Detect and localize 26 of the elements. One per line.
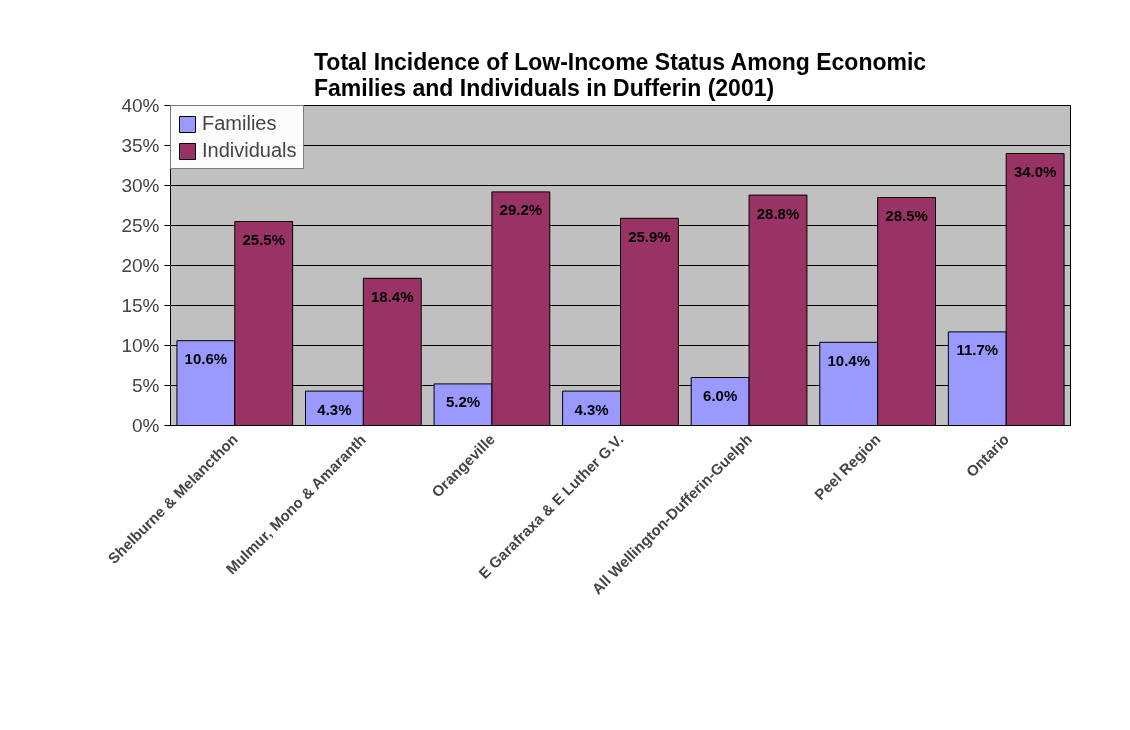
y-tick-label: 0% bbox=[132, 415, 160, 436]
y-tick-label: 40% bbox=[121, 95, 160, 116]
y-tick-label: 5% bbox=[132, 375, 160, 396]
legend-label: Families bbox=[202, 112, 277, 135]
y-tick-label: 25% bbox=[121, 215, 160, 236]
data-label: 29.2% bbox=[499, 201, 543, 219]
y-tick-label: 35% bbox=[121, 135, 160, 156]
data-label: 10.6% bbox=[184, 350, 228, 368]
data-label: 4.3% bbox=[574, 400, 609, 418]
legend-label: Individuals bbox=[202, 139, 297, 162]
data-label: 25.9% bbox=[628, 227, 671, 245]
y-tick-label: 30% bbox=[121, 175, 160, 196]
data-label: 34.0% bbox=[1013, 163, 1057, 180]
chart-title: Total Incidence of Low-Income Status Among Economic Families and Individuals in Dufferin (2001) bbox=[314, 48, 927, 101]
data-label: 25.5% bbox=[242, 231, 285, 248]
y-tick-label: 20% bbox=[121, 255, 160, 276]
data-label: 11.7% bbox=[956, 341, 999, 359]
y-tick-label: 10% bbox=[121, 335, 160, 356]
data-label: 10.4% bbox=[827, 351, 870, 369]
data-label: 18.4% bbox=[371, 287, 414, 305]
data-label: 5.2% bbox=[445, 393, 481, 411]
y-tick-label: 15% bbox=[121, 295, 160, 316]
data-label: 28.5% bbox=[885, 207, 928, 224]
data-label: 28.8% bbox=[756, 204, 800, 222]
data-label: 4.3% bbox=[317, 400, 352, 418]
data-label: 6.0% bbox=[703, 387, 738, 404]
